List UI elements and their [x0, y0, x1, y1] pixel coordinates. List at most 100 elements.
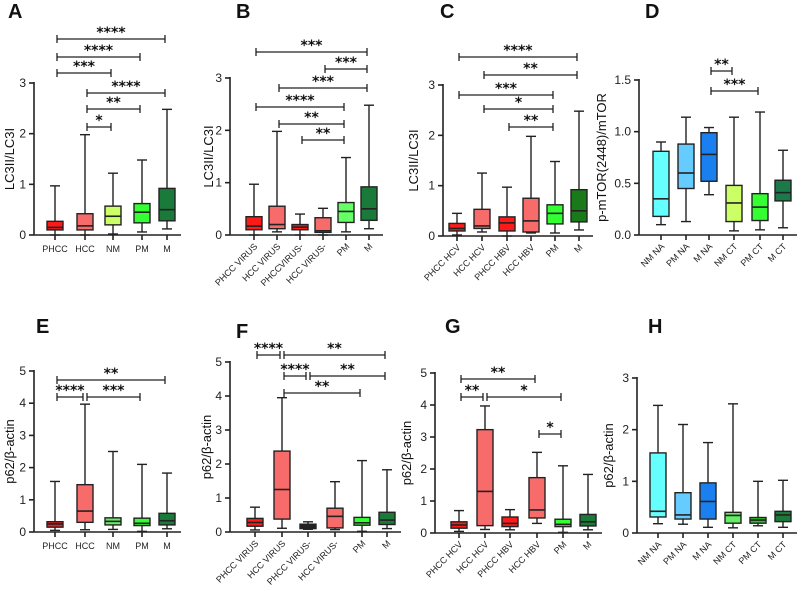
significance-label: *	[95, 113, 103, 129]
x-tick-label: HCC	[75, 244, 95, 254]
significance-label: ***	[335, 55, 358, 71]
y-axis-label: p62/β-actin	[199, 415, 214, 480]
box-iqr	[326, 507, 344, 529]
box-iqr	[724, 511, 742, 524]
panel-label: G	[445, 316, 461, 338]
box-phcc: PHCC	[42, 185, 68, 254]
significance-bracket: ***	[458, 81, 554, 99]
significance-bracket: ***	[710, 77, 759, 95]
x-tick-label: M CT	[766, 241, 789, 264]
significance-bracket: ****	[56, 43, 141, 61]
y-tick-label: 1	[428, 179, 435, 193]
x-tick-label: PM	[544, 242, 561, 259]
box-iqr	[674, 492, 692, 520]
box-iqr	[528, 476, 546, 519]
y-tick-label: 0.5	[614, 176, 631, 190]
x-tick-label: NM	[106, 244, 120, 254]
x-tick-label: M	[163, 541, 171, 551]
y-axis-label: p62/β-actin	[601, 423, 616, 488]
significance-bracket: *	[486, 383, 562, 401]
box-m: M	[158, 108, 176, 254]
y-tick-label: 1	[215, 176, 222, 190]
significance-bracket: ***	[324, 55, 368, 73]
box-iqr	[774, 179, 792, 202]
significance-bracket: ****	[86, 79, 166, 97]
x-tick-label: PHCC	[42, 541, 68, 551]
box-m: M	[570, 110, 588, 255]
significance-bracket: **	[56, 366, 166, 384]
significance-bracket: **	[483, 61, 578, 79]
y-tick-label: 3	[19, 76, 26, 90]
y-tick-label: 1	[215, 491, 222, 505]
x-tick-label: M	[572, 242, 584, 254]
box-pm: PM	[335, 156, 355, 258]
y-tick-label: 1.0	[614, 125, 631, 139]
significance-label: **	[340, 362, 355, 378]
significance-bracket: **	[301, 126, 345, 144]
box-iqr	[133, 517, 151, 527]
box-m-ct: M CT	[766, 479, 792, 562]
box-iqr	[476, 428, 494, 527]
significance-bracket: ****	[255, 93, 345, 111]
box-hcc-hcv: HCC HCV	[454, 405, 494, 575]
y-tick-label: 2	[215, 123, 222, 137]
y-axis-label: LC3II/LC3I	[201, 125, 216, 187]
y-axis-label: LC3II/LC3I	[406, 129, 421, 191]
box-iqr	[652, 150, 670, 218]
y-tick-label: 4	[19, 396, 26, 410]
box-iqr	[378, 511, 396, 526]
y-tick-label: 0	[215, 525, 222, 539]
box-pm: PM	[544, 160, 564, 259]
box-nm: NM	[104, 172, 122, 254]
y-tick-label: 1.5	[614, 73, 631, 87]
significance-label: **	[491, 365, 506, 381]
box-m-na: M NA	[691, 126, 718, 264]
box-iqr	[133, 202, 151, 224]
box-iqr	[546, 204, 564, 225]
x-tick-label: NM CT	[711, 539, 739, 567]
y-tick-label: 3	[19, 428, 26, 442]
box-iqr	[337, 201, 355, 224]
y-axis-label: LC3II/LC3I	[2, 128, 17, 190]
significance-label: ****	[55, 383, 85, 399]
significance-label: ***	[724, 77, 747, 93]
significance-bracket: **	[460, 365, 536, 383]
box-iqr	[498, 216, 516, 232]
x-tick-label: M NA	[690, 539, 713, 562]
box-m: M	[360, 104, 378, 254]
box-iqr	[473, 208, 491, 230]
significance-bracket: **	[278, 110, 345, 128]
box-iqr	[46, 220, 64, 231]
significance-bracket: ****	[280, 362, 310, 380]
box-iqr	[448, 222, 466, 232]
significance-bracket: ***	[278, 74, 368, 92]
y-tick-label: 1	[622, 474, 629, 488]
x-tick-label: NM CT	[712, 241, 740, 269]
y-axis-label: p62/β-actin	[399, 421, 414, 486]
x-tick-label: PM NA	[664, 241, 691, 268]
significance-label: **	[316, 126, 331, 142]
significance-label: **	[304, 110, 319, 126]
box-nm: NM	[104, 450, 122, 551]
y-tick-label: 2	[215, 457, 222, 471]
y-axis-label: p-mTOR(2448)/mTOR	[594, 93, 609, 222]
y-tick-label: 1	[19, 177, 26, 191]
significance-label: **	[465, 383, 480, 399]
significance-label: ****	[111, 79, 141, 95]
significance-bracket: ***	[86, 383, 141, 401]
box-iqr	[554, 518, 572, 528]
box-iqr	[268, 205, 286, 230]
box-iqr	[353, 516, 371, 526]
box-pm: PM	[552, 465, 572, 556]
box-iqr	[570, 188, 588, 223]
significance-label: **	[315, 379, 330, 395]
significance-label: ***	[73, 59, 96, 75]
x-tick-label: M CT	[766, 539, 789, 562]
y-tick-label: 0	[428, 229, 435, 243]
y-tick-label: 0.0	[614, 228, 631, 242]
significance-label: ****	[280, 362, 310, 378]
box-iqr	[158, 512, 176, 526]
